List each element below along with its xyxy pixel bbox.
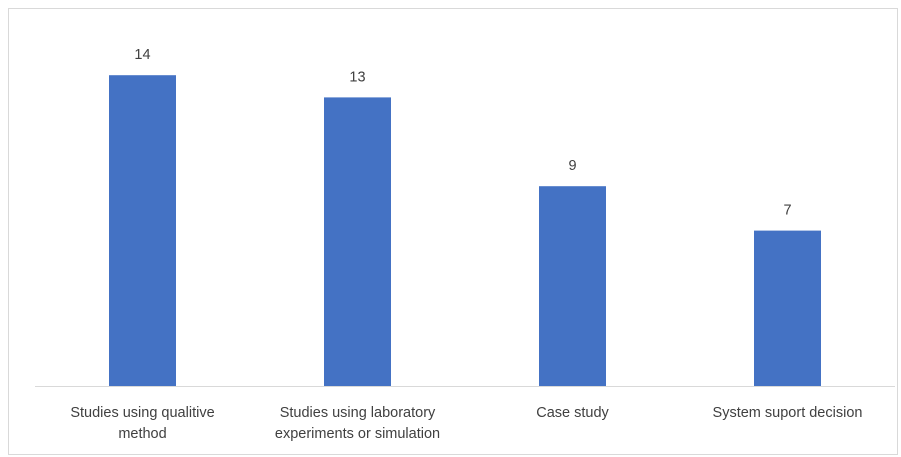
x-tick-label-4: System suport decision xyxy=(713,405,863,421)
bar-1 xyxy=(109,75,176,386)
data-labels-group: 14 13 9 7 xyxy=(134,47,791,218)
x-tick-label-1: Studies using qualitive method xyxy=(70,405,214,442)
data-label-3: 9 xyxy=(568,158,576,174)
bar-3 xyxy=(539,186,606,386)
x-tick-labels-group: Studies using qualitive method Studies usi… xyxy=(70,405,862,442)
data-label-1: 14 xyxy=(134,47,150,63)
bar-2 xyxy=(324,97,391,387)
x-tick-label-3: Case study xyxy=(536,405,609,421)
bars-group xyxy=(109,75,821,387)
data-label-2: 13 xyxy=(349,69,365,85)
bar-4 xyxy=(754,230,821,386)
x-tick-label-2: Studies using laboratory experiments or s… xyxy=(275,405,440,442)
data-label-4: 7 xyxy=(783,203,791,219)
